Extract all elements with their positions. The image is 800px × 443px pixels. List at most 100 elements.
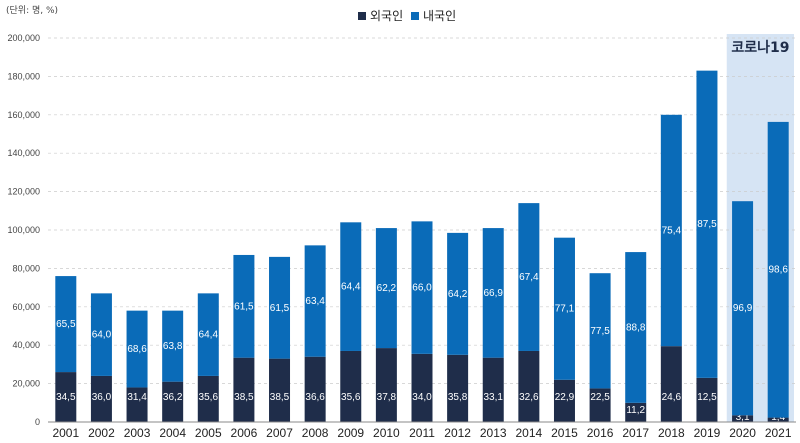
bar-domestic	[482, 228, 504, 358]
pct-label-domestic: 64,4	[199, 330, 219, 341]
legend-label-foreign: 외국인	[370, 9, 403, 23]
pct-label-foreign: 22,9	[555, 392, 575, 403]
bar-foreign	[732, 415, 754, 422]
pct-label-foreign: 36,6	[305, 392, 325, 403]
legend-swatch-foreign	[358, 12, 366, 20]
x-tick-label: 2017	[622, 426, 649, 440]
covid-annotation-label: 코로나19	[731, 40, 789, 56]
pct-label-foreign: 12,5	[697, 392, 717, 403]
legend-swatch-domestic	[411, 12, 419, 20]
x-tick-label: 2007	[266, 426, 293, 440]
bar-domestic	[767, 121, 789, 418]
y-tick-label: 0	[35, 417, 40, 427]
x-tick-label: 2009	[337, 426, 364, 440]
x-tick-label: 2010	[373, 426, 400, 440]
bar-domestic	[233, 254, 255, 358]
pct-label-foreign: 33,1	[484, 392, 504, 403]
bar-foreign	[482, 357, 504, 422]
bar-foreign	[162, 381, 184, 422]
bar-foreign	[375, 348, 397, 422]
pct-label-foreign: 36,0	[92, 392, 112, 403]
bar-domestic	[126, 310, 148, 388]
x-tick-label: 2004	[159, 426, 186, 440]
bar-domestic	[660, 114, 682, 347]
pct-label-domestic: 64,2	[448, 289, 468, 300]
bar-foreign	[269, 358, 291, 422]
pct-label-foreign: 34,5	[56, 392, 76, 403]
bar-domestic	[696, 70, 718, 378]
bar-domestic	[625, 252, 647, 403]
legend-label-domestic: 내국인	[423, 9, 456, 23]
y-tick-label: 160,000	[7, 110, 40, 120]
bar-domestic	[304, 245, 326, 357]
pct-label-domestic: 77,1	[555, 304, 575, 315]
bar-domestic	[518, 203, 540, 351]
pct-label-domestic: 75,4	[662, 225, 682, 236]
y-tick-label: 100,000	[7, 225, 40, 235]
pct-label-foreign: 38,5	[270, 392, 290, 403]
pct-label-foreign: 22,5	[590, 392, 610, 403]
bar-foreign	[340, 350, 362, 422]
x-tick-label: 2018	[658, 426, 685, 440]
pct-label-domestic: 65,5	[56, 319, 76, 330]
bar-domestic	[732, 201, 754, 416]
pct-label-foreign: 11,2	[626, 405, 645, 416]
bar-foreign	[233, 357, 255, 422]
pct-label-foreign: 3,1	[736, 412, 750, 423]
bar-domestic	[269, 256, 291, 359]
pct-label-domestic: 67,4	[519, 272, 539, 283]
bar-domestic	[447, 232, 469, 355]
bar-foreign	[304, 356, 326, 422]
pct-label-domestic: 77,5	[590, 326, 610, 337]
x-tick-label: 2020	[729, 426, 756, 440]
x-axis: 2001 2002 2003 2004 2005 2006 2007 2008 2009 2010…	[48, 421, 796, 440]
pct-label-domestic: 61,5	[270, 303, 290, 314]
y-tick-label: 140,000	[7, 148, 40, 158]
pct-label-foreign: 31,4	[127, 392, 147, 403]
bar-foreign	[518, 350, 540, 422]
x-tick-label: 2012	[444, 426, 471, 440]
x-tick-label: 2015	[551, 426, 578, 440]
pct-label-domestic: 87,5	[697, 219, 717, 230]
x-tick-label: 2014	[516, 426, 543, 440]
bar-domestic	[589, 273, 611, 389]
y-tick-label: 120,000	[7, 187, 40, 197]
pct-label-domestic: 61,5	[234, 301, 254, 312]
x-tick-label: 2002	[88, 426, 115, 440]
pct-label-domestic: 63,4	[305, 296, 325, 307]
pct-label-foreign: 37,8	[377, 392, 397, 403]
bar-foreign	[589, 388, 611, 422]
x-tick-label: 2005	[195, 426, 222, 440]
y-axis: 0 20,000 40,000 60,000 80,000 100,000 120,000 1…	[7, 33, 40, 427]
bar-domestic	[90, 293, 112, 376]
bar-foreign	[55, 372, 77, 422]
x-tick-label: 2021	[765, 426, 792, 440]
unit-label: (단위: 명, %)	[6, 5, 58, 16]
y-tick-label: 40,000	[12, 340, 40, 350]
y-tick-label: 60,000	[12, 302, 40, 312]
pct-label-foreign: 38,5	[234, 392, 254, 403]
legend: 외국인 내국인	[358, 9, 456, 23]
bar-foreign	[660, 346, 682, 422]
pct-label-domestic: 66,9	[484, 288, 504, 299]
pct-label-domestic: 68,6	[127, 344, 147, 355]
bar-domestic	[162, 310, 184, 382]
y-tick-label: 80,000	[12, 263, 40, 273]
bar-domestic	[411, 221, 433, 354]
pct-label-domestic: 62,2	[377, 283, 397, 294]
bar-foreign	[197, 375, 219, 422]
pct-label-domestic: 63,8	[163, 341, 183, 352]
pct-label-domestic: 64,0	[92, 330, 112, 341]
pct-label-foreign: 24,6	[662, 392, 682, 403]
pct-label-foreign: 35,6	[341, 392, 361, 403]
x-tick-label: 2013	[480, 426, 507, 440]
y-tick-label: 180,000	[7, 71, 40, 81]
bar-foreign	[767, 417, 789, 422]
pct-label-foreign: 35,8	[448, 392, 468, 403]
bar-foreign	[411, 353, 433, 422]
y-tick-label: 20,000	[12, 379, 40, 389]
x-tick-label: 2011	[409, 426, 435, 440]
bar-foreign	[696, 377, 718, 422]
x-tick-label: 2003	[124, 426, 151, 440]
pct-label-foreign: 35,6	[199, 392, 219, 403]
